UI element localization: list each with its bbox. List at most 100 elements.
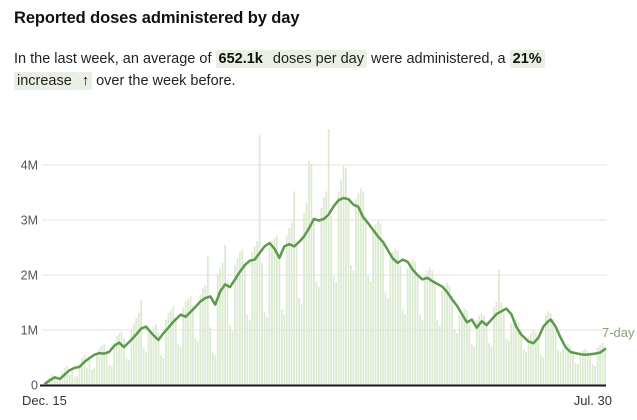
bar-day-58 <box>187 298 189 385</box>
bar-day-72 <box>221 262 224 385</box>
bar-day-37 <box>135 317 138 385</box>
bar-day-178 <box>483 315 486 385</box>
bar-day-38 <box>137 312 140 385</box>
bar-day-158 <box>433 281 436 385</box>
bar-day-106 <box>305 202 308 385</box>
bar-day-212 <box>567 344 569 385</box>
bar-day-138 <box>384 292 387 385</box>
bar-day-65 <box>204 285 207 385</box>
bar-day-89 <box>263 311 266 385</box>
bar-day-103 <box>298 298 300 385</box>
bar-day-59 <box>189 295 192 385</box>
bar-day-147 <box>406 268 409 385</box>
bar-day-179 <box>485 322 488 385</box>
bar-day-101 <box>293 191 296 385</box>
bar-day-125 <box>352 270 355 385</box>
bar-day-214 <box>572 352 574 385</box>
bar-day-41 <box>145 351 148 385</box>
bar-day-208 <box>557 349 560 385</box>
bar-day-126 <box>354 199 357 385</box>
bar-day-204 <box>547 311 550 385</box>
bar-day-28 <box>113 342 115 385</box>
bar-day-55 <box>179 347 182 385</box>
bar-day-87 <box>258 134 261 385</box>
bar-day-99 <box>288 227 291 385</box>
bar-day-36 <box>132 323 135 385</box>
bar-day-122 <box>345 168 347 385</box>
summary-stat: 652.1k <box>215 50 266 68</box>
bar-day-177 <box>480 313 483 385</box>
bar-day-39 <box>140 299 143 385</box>
bar-day-8 <box>63 367 66 385</box>
bar-day-4 <box>53 376 56 385</box>
bar-day-227 <box>604 346 606 385</box>
bar-day-107 <box>308 160 310 385</box>
bar-day-53 <box>174 316 177 385</box>
bar-day-7 <box>61 371 64 385</box>
bar-day-209 <box>559 352 562 385</box>
bar-day-193 <box>520 330 523 385</box>
bar-day-174 <box>473 346 476 385</box>
bar-day-165 <box>451 295 453 385</box>
bar-day-5 <box>56 381 59 385</box>
bar-day-120 <box>340 180 342 385</box>
bar-day-181 <box>490 346 493 385</box>
bar-day-192 <box>517 322 520 385</box>
bar-day-48 <box>162 358 165 385</box>
bar-day-203 <box>544 314 547 385</box>
bar-day-70 <box>216 273 219 385</box>
bar-day-166 <box>453 328 456 385</box>
summary-text: In the last week, an average of <box>14 51 216 67</box>
bar-day-35 <box>130 328 133 385</box>
bar-day-213 <box>569 346 572 385</box>
bar-day-117 <box>332 276 335 385</box>
bar-day-129 <box>362 191 365 385</box>
bar-day-32 <box>123 338 125 385</box>
bar-day-220 <box>586 350 589 385</box>
bar-day-139 <box>387 298 389 385</box>
bar-day-156 <box>428 267 431 385</box>
bar-day-169 <box>461 311 463 385</box>
bar-day-76 <box>231 331 234 385</box>
bar-day-109 <box>313 221 315 385</box>
summary-text: increase <box>14 72 79 90</box>
bar-day-24 <box>103 344 106 385</box>
bar-day-94 <box>276 235 278 385</box>
bar-day-130 <box>364 215 367 385</box>
bar-day-226 <box>601 343 604 385</box>
bar-day-157 <box>431 270 434 385</box>
bar-day-163 <box>446 282 448 385</box>
seven-day-average-line <box>43 196 607 386</box>
bar-day-218 <box>581 350 584 385</box>
summary-line-2: increase ↑ over the week before. <box>14 70 604 92</box>
seven-day-average-label: 7-day <box>602 325 635 340</box>
bar-day-67 <box>209 327 212 385</box>
y-axis-tick-2M: 2M <box>21 269 38 283</box>
chart-summary-text: In the last week, an average of 652.1k d… <box>14 48 604 92</box>
summary-text: over the week before. <box>92 73 236 89</box>
bar-day-34 <box>127 360 130 385</box>
bar-day-123 <box>347 199 350 385</box>
bar-day-207 <box>554 330 557 385</box>
bar-day-186 <box>502 312 505 385</box>
bar-day-170 <box>463 308 466 385</box>
bar-day-93 <box>273 238 276 385</box>
bar-day-69 <box>214 355 217 385</box>
bar-day-137 <box>382 243 384 385</box>
bar-day-40 <box>142 347 145 385</box>
bar-day-119 <box>337 191 340 385</box>
bar-day-154 <box>424 273 426 385</box>
bar-day-30 <box>118 333 120 385</box>
bar-day-201 <box>539 355 542 385</box>
bar-day-112 <box>320 207 323 385</box>
bar-day-110 <box>315 281 318 385</box>
bar-day-88 <box>261 262 263 385</box>
bar-day-155 <box>426 270 429 385</box>
bar-day-77 <box>234 265 236 385</box>
bar-day-86 <box>256 240 259 385</box>
bar-day-97 <box>283 314 286 385</box>
bar-day-25 <box>105 350 108 385</box>
bar-day-61 <box>194 338 197 385</box>
bar-day-167 <box>456 333 458 385</box>
bar-day-121 <box>342 166 345 385</box>
